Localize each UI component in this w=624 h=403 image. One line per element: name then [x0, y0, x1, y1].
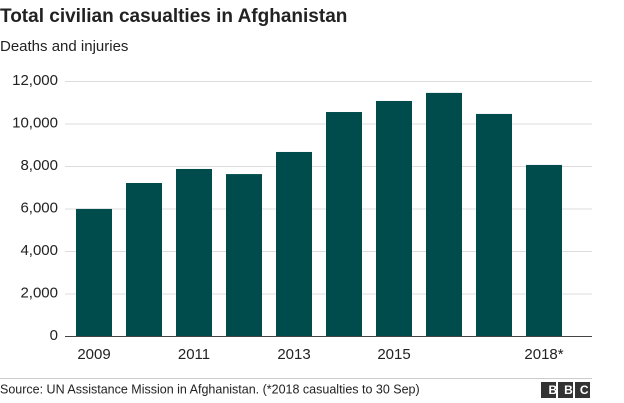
x-tick-label: 2013: [277, 346, 310, 363]
bar: [276, 151, 312, 336]
bar: [176, 168, 212, 336]
y-tick-label: 8,000: [20, 157, 58, 174]
bar: [426, 92, 462, 337]
bar: [76, 208, 112, 336]
bar: [226, 174, 262, 336]
y-tick-label: 10,000: [12, 114, 58, 131]
y-tick-label: 12,000: [12, 72, 58, 89]
logo-box: [575, 382, 590, 398]
logo-box: [541, 382, 556, 398]
bar: [126, 183, 162, 336]
source: Source: UN Assistance Mission in Afghani…: [0, 382, 420, 396]
bar: [376, 100, 412, 336]
y-tick-label: 0: [50, 327, 58, 344]
x-tick-label: 2015: [377, 346, 410, 363]
x-tick-label: 2018*: [524, 346, 563, 363]
logo: BBC: [549, 383, 596, 397]
chart-subtitle: Deaths and injuries: [0, 38, 128, 55]
logo-box: [558, 382, 573, 398]
y-tick-label: 4,000: [20, 242, 58, 259]
x-tick-label: 2009: [77, 346, 110, 363]
bar: [326, 112, 362, 337]
y-tick-label: 6,000: [20, 199, 58, 216]
x-tick-label: 2011: [178, 346, 210, 363]
bar: [476, 113, 512, 336]
y-tick-label: 2,000: [20, 284, 58, 301]
chart-title: Total civilian casualties in Afghanistan: [0, 6, 347, 27]
bar: [526, 164, 562, 336]
